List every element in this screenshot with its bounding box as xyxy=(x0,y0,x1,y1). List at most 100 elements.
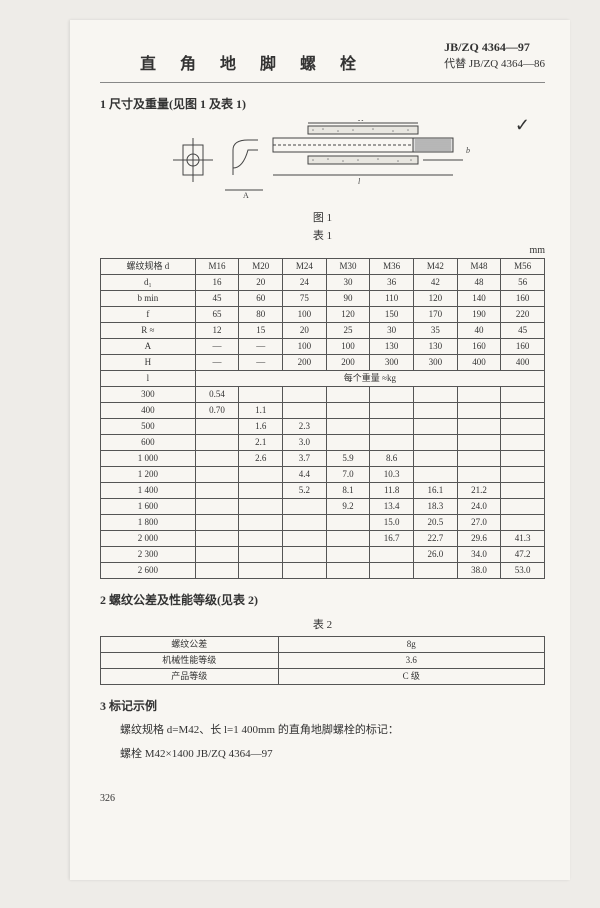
table-header: M36 xyxy=(370,259,414,275)
weight-cell: 34.0 xyxy=(457,547,501,563)
table-cell: 24 xyxy=(283,275,327,291)
table-cell: 75 xyxy=(283,291,327,307)
weight-cell xyxy=(326,531,370,547)
l-value: 2 300 xyxy=(101,547,196,563)
weight-cell: 41.3 xyxy=(501,531,545,547)
l-value: 1 800 xyxy=(101,515,196,531)
weight-cell xyxy=(326,387,370,403)
svg-text:l: l xyxy=(358,177,361,186)
table-cell: 150 xyxy=(370,307,414,323)
weight-cell xyxy=(414,403,458,419)
table-cell: — xyxy=(239,355,283,371)
weight-cell xyxy=(195,531,239,547)
weight-cell: 15.0 xyxy=(370,515,414,531)
figure-label: 图 1 xyxy=(100,209,545,225)
surface-finish-icon: ✓ xyxy=(515,115,530,136)
page-number: 326 xyxy=(100,793,545,804)
weight-cell xyxy=(501,419,545,435)
weight-cell: 3.7 xyxy=(283,451,327,467)
weight-cell xyxy=(370,387,414,403)
row-label: R ≈ xyxy=(101,323,196,339)
weight-cell xyxy=(326,515,370,531)
table-cell: 160 xyxy=(501,291,545,307)
row-label: b min xyxy=(101,291,196,307)
l-value: 300 xyxy=(101,387,196,403)
weight-cell: 27.0 xyxy=(457,515,501,531)
weight-cell: 5.9 xyxy=(326,451,370,467)
weight-cell: 3.0 xyxy=(283,435,327,451)
table-header: M24 xyxy=(283,259,327,275)
weight-cell xyxy=(457,387,501,403)
table-cell: 100 xyxy=(283,307,327,323)
table-cell: 200 xyxy=(283,355,327,371)
table-header: M30 xyxy=(326,259,370,275)
weight-cell xyxy=(283,547,327,563)
weight-cell: 2.6 xyxy=(239,451,283,467)
l-value: 2 600 xyxy=(101,563,196,579)
l-value: 500 xyxy=(101,419,196,435)
weight-cell: 1.6 xyxy=(239,419,283,435)
t2-key: 螺纹公差 xyxy=(101,637,279,653)
weight-cell xyxy=(239,387,283,403)
weight-cell: 1.1 xyxy=(239,403,283,419)
table1-label: 表 1 xyxy=(100,227,545,243)
t2-val: 8g xyxy=(278,637,544,653)
doc-title: 直 角 地 脚 螺 栓 xyxy=(140,50,366,74)
svg-text:A: A xyxy=(243,191,249,200)
l-value: 2 000 xyxy=(101,531,196,547)
doc-number: JB/ZQ 4364—97 xyxy=(444,40,545,55)
weight-cell: 38.0 xyxy=(457,563,501,579)
table-cell: 100 xyxy=(283,339,327,355)
table-cell: — xyxy=(195,339,239,355)
table-header: M16 xyxy=(195,259,239,275)
row-label: A xyxy=(101,339,196,355)
weight-cell xyxy=(239,499,283,515)
weight-cell xyxy=(283,387,327,403)
table-cell: 30 xyxy=(370,323,414,339)
weight-cell: 22.7 xyxy=(414,531,458,547)
weight-cell xyxy=(326,435,370,451)
weight-cell xyxy=(501,467,545,483)
bolt-diagram: A H b l xyxy=(163,120,483,200)
table-cell: 170 xyxy=(414,307,458,323)
table-cell: 110 xyxy=(370,291,414,307)
weight-cell xyxy=(414,435,458,451)
l-label: l xyxy=(101,371,196,387)
weight-cell xyxy=(501,515,545,531)
table-cell: 25 xyxy=(326,323,370,339)
t2-key: 产品等级 xyxy=(101,669,279,685)
unit-mm: mm xyxy=(100,245,545,256)
l-value: 1 600 xyxy=(101,499,196,515)
weight-cell: 2.3 xyxy=(283,419,327,435)
table-cell: 120 xyxy=(326,307,370,323)
row-label: d₁ xyxy=(101,275,196,291)
table-cell: 160 xyxy=(457,339,501,355)
weight-cell xyxy=(501,499,545,515)
weight-cell xyxy=(195,419,239,435)
weight-cell xyxy=(195,451,239,467)
weight-cell xyxy=(370,435,414,451)
weight-cell xyxy=(414,387,458,403)
table-cell: 220 xyxy=(501,307,545,323)
weight-cell: 13.4 xyxy=(370,499,414,515)
table-cell: — xyxy=(195,355,239,371)
weight-cell xyxy=(283,515,327,531)
table2-label: 表 2 xyxy=(100,616,545,632)
table-cell: 200 xyxy=(326,355,370,371)
table-cell: 36 xyxy=(370,275,414,291)
weight-cell xyxy=(326,547,370,563)
weight-cell: 5.2 xyxy=(283,483,327,499)
weight-cell: 16.1 xyxy=(414,483,458,499)
weight-cell: 26.0 xyxy=(414,547,458,563)
weight-cell xyxy=(501,403,545,419)
table-header: M42 xyxy=(414,259,458,275)
weight-cell: 18.3 xyxy=(414,499,458,515)
t2-val: 3.6 xyxy=(278,653,544,669)
t2-val: C 级 xyxy=(278,669,544,685)
weight-cell: 2.1 xyxy=(239,435,283,451)
table-cell: 60 xyxy=(239,291,283,307)
table-header: M56 xyxy=(501,259,545,275)
weight-cell xyxy=(239,483,283,499)
weight-cell xyxy=(195,515,239,531)
weight-cell xyxy=(414,467,458,483)
